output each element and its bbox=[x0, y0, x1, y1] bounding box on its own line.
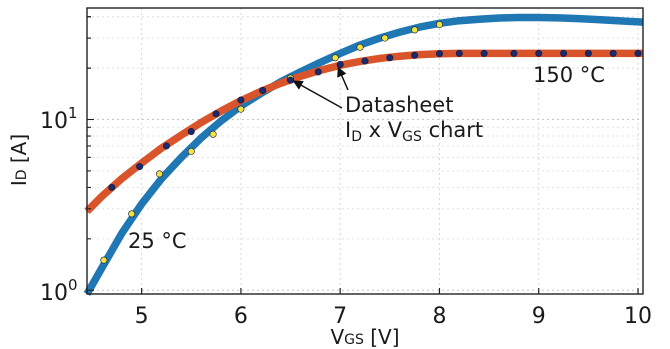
plot-frame bbox=[86, 7, 644, 295]
point-25c bbox=[331, 54, 339, 62]
point-150c bbox=[212, 110, 220, 118]
point-25c bbox=[128, 210, 136, 218]
point-150c bbox=[411, 51, 419, 59]
point-25c bbox=[356, 43, 364, 51]
x-tick-label: 6 bbox=[234, 304, 248, 329]
point-150c bbox=[560, 49, 568, 57]
point-150c bbox=[480, 49, 488, 57]
datasheet-label-line1: Datasheet bbox=[345, 93, 453, 117]
point-150c bbox=[187, 128, 195, 136]
x-tick-label: 7 bbox=[333, 304, 347, 329]
point-150c bbox=[386, 54, 394, 62]
annotation-arrows bbox=[292, 66, 349, 109]
point-25c bbox=[381, 34, 389, 42]
point-150c bbox=[535, 49, 543, 57]
annotation-arrow bbox=[337, 66, 349, 91]
x-tick-label: 8 bbox=[432, 304, 446, 329]
y-axis-title: ID [A] bbox=[7, 134, 31, 186]
label-25c: 25 °C bbox=[128, 229, 187, 253]
curve-150c bbox=[84, 49, 643, 214]
annotation-arrow bbox=[292, 80, 343, 109]
x-tick-label: 9 bbox=[532, 304, 546, 329]
point-150c bbox=[136, 163, 144, 171]
point-150c bbox=[609, 49, 617, 57]
point-150c bbox=[108, 183, 116, 191]
point-25c bbox=[209, 130, 217, 138]
point-25c bbox=[155, 170, 163, 178]
point-150c bbox=[634, 49, 642, 57]
point-150c bbox=[584, 49, 592, 57]
y-tick-label-0: 100 bbox=[40, 276, 78, 306]
datasheet-label-line2: ID x VGS chart bbox=[345, 118, 483, 145]
point-25c bbox=[100, 256, 108, 264]
point-150c bbox=[336, 60, 344, 68]
point-150c bbox=[237, 96, 245, 104]
point-150c bbox=[361, 57, 369, 65]
ticks: 5 6 7 8 9 10 bbox=[87, 16, 652, 329]
point-150c bbox=[455, 49, 463, 57]
x-tick-label: 5 bbox=[135, 304, 149, 329]
point-150c bbox=[259, 86, 267, 94]
x-tick-label: 10 bbox=[624, 304, 652, 329]
x-axis-title: VGS [V] bbox=[330, 325, 399, 349]
point-25c bbox=[411, 26, 419, 34]
point-25c bbox=[435, 21, 443, 29]
point-150c bbox=[162, 142, 170, 150]
label-150c: 150 °C bbox=[533, 63, 605, 87]
point-150c bbox=[435, 50, 443, 58]
data-points bbox=[100, 21, 642, 264]
point-25c bbox=[187, 147, 195, 155]
point-150c bbox=[510, 49, 518, 57]
point-25c bbox=[237, 105, 245, 113]
point-150c bbox=[314, 68, 322, 76]
y-tick-label-1: 101 bbox=[40, 104, 78, 134]
point-150c bbox=[287, 76, 295, 84]
